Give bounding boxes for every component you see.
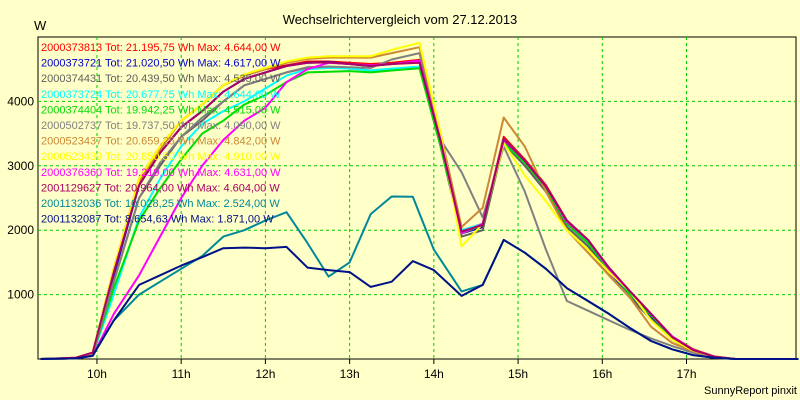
y-tick-label: 3000 — [7, 159, 34, 173]
legend-entry-10: 2001129627 Tot: 20.964,00 Wh Max: 4.604,… — [41, 182, 280, 194]
legend-entry-8: 2000523439 Tot: 20.850,50 Wh Max: 4.910,… — [41, 151, 281, 163]
x-tick-label: 13h — [340, 367, 360, 381]
y-tick-label: 1000 — [7, 288, 34, 302]
y-tick-label: 2000 — [7, 223, 34, 237]
x-tick-label: 15h — [508, 367, 528, 381]
x-tick-label: 10h — [87, 367, 107, 381]
y-axis-ticks: 1000 2000 3000 4000 — [7, 94, 34, 301]
footer-credit: SunnyReport pinxit — [704, 385, 797, 397]
x-tick-label: 12h — [255, 367, 275, 381]
x-tick-label: 11h — [172, 367, 191, 381]
x-tick-label: 14h — [424, 367, 444, 381]
x-tick-label: 17h — [676, 367, 696, 381]
legend-entry-11: 2001132036 Tot: 10.028,25 Wh Max: 2.524,… — [41, 198, 280, 210]
series-line-12 — [40, 238, 799, 360]
legend-entry-2: 2000373721 Tot: 21.020,50 Wh Max: 4.617,… — [41, 58, 281, 70]
y-axis-unit: W — [34, 18, 47, 33]
legend-entry-6: 2000502737 Tot: 19.737,50 Wh Max: 4.090,… — [41, 120, 281, 132]
legend-entry-5: 2000374404 Tot: 19.942,25 Wh Max: 4.515,… — [41, 104, 281, 116]
legend-entry-1: 2000373813 Tot: 21.195,75 Wh Max: 4.644,… — [41, 42, 281, 54]
plot-area — [37, 36, 797, 360]
legend-entry-7: 2000523437 Tot: 20.659,25 Wh Max: 4.842,… — [41, 136, 281, 148]
series-lines — [40, 41, 799, 360]
series-line-7 — [40, 46, 799, 360]
legend-entry-9: 2000376360 Tot: 19.219,00 Wh Max: 4.631,… — [41, 167, 281, 179]
series-line-10 — [40, 61, 799, 360]
legend: 2000373813 Tot: 21.195,75 Wh Max: 4.644,… — [41, 42, 281, 226]
series-line-8 — [40, 41, 799, 360]
y-tick-label: 4000 — [7, 94, 34, 108]
legend-entry-4: 2000373724 Tot: 20.677,75 Wh Max: 4.644,… — [41, 89, 281, 101]
chart-title: Wechselrichtervergleich vom 27.12.2013 — [283, 12, 518, 27]
legend-entry-12: 2001132087 Tot: 8.654,63 Wh Max: 1.871,0… — [41, 214, 274, 226]
x-axis-ticks: 10h 11h 12h 13h 14h 15h 16h 17h — [87, 359, 697, 381]
x-tick-label: 16h — [592, 367, 612, 381]
legend-entry-3: 2000374431 Tot: 20.439,50 Wh Max: 4.535,… — [41, 73, 281, 85]
